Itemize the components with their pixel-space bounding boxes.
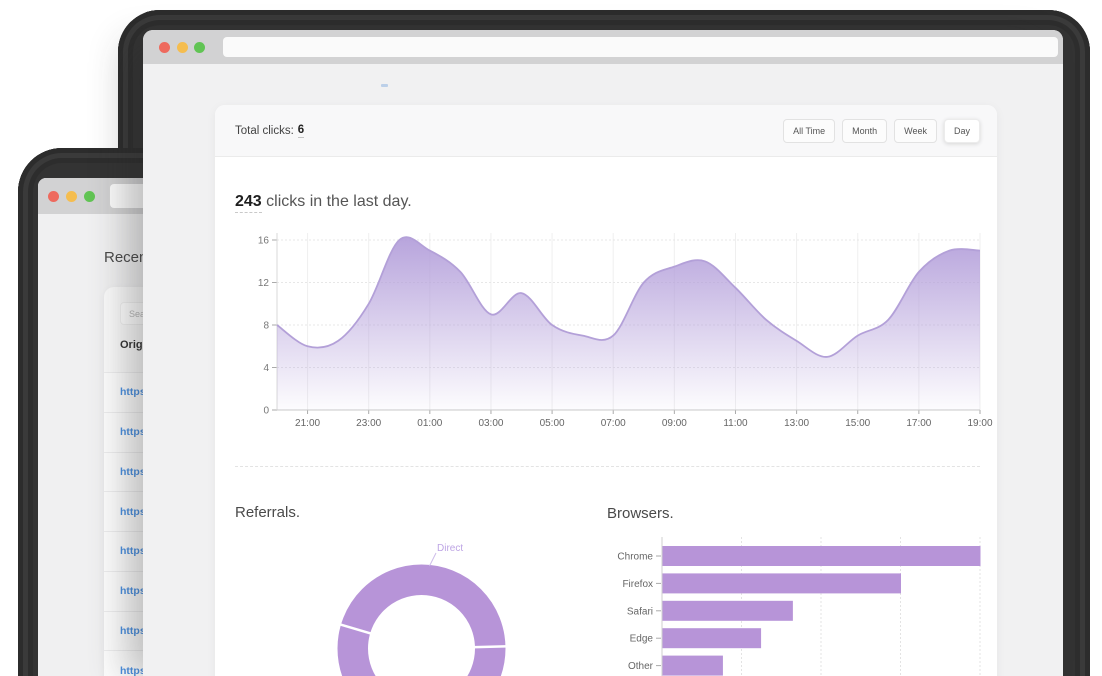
filter-week-button[interactable]: Week <box>894 118 937 143</box>
browsers-title: Browsers. <box>607 505 674 522</box>
svg-text:23:00: 23:00 <box>356 418 381 429</box>
svg-text:15:00: 15:00 <box>845 418 870 429</box>
front-traffic-lights <box>159 41 212 53</box>
origin-url-link[interactable]: https: <box>120 624 150 637</box>
referrals-donut-chart: Direct <box>337 543 510 676</box>
filter-month-button[interactable]: Month <box>842 118 888 143</box>
origin-url-column-header: Origi <box>120 339 146 351</box>
svg-text:Safari: Safari <box>627 606 653 617</box>
svg-text:16: 16 <box>258 236 270 247</box>
referrals-title: Referrals. <box>235 504 301 521</box>
svg-text:19:00: 19:00 <box>967 418 992 429</box>
svg-text:Direct: Direct <box>437 543 463 554</box>
svg-text:13:00: 13:00 <box>784 418 809 429</box>
svg-text:01:00: 01:00 <box>417 418 442 429</box>
origin-url-link[interactable]: https: <box>120 386 150 399</box>
time-filter-group: All Time Month Week Day <box>783 118 980 143</box>
origin-url-link[interactable]: https: <box>120 426 150 439</box>
svg-text:8: 8 <box>263 321 269 332</box>
browsers-bar-chart: Chrome Firefox Safari Edge Other <box>617 537 981 676</box>
maximize-button-icon[interactable] <box>194 41 205 53</box>
origin-url-link[interactable]: https: <box>120 465 150 478</box>
minimize-button-icon[interactable] <box>66 190 77 202</box>
close-button-icon[interactable] <box>159 41 170 53</box>
svg-text:17:00: 17:00 <box>906 418 931 429</box>
svg-text:Edge: Edge <box>630 634 654 645</box>
svg-text:21:00: 21:00 <box>295 418 320 429</box>
svg-text:0: 0 <box>263 406 269 417</box>
svg-text:12: 12 <box>258 278 270 289</box>
stats-card-header: Total clicks: 6 All Time Month Week Day <box>215 105 997 157</box>
clicks-headline-text: clicks in the last day. <box>266 193 412 210</box>
section-divider <box>235 466 980 467</box>
back-traffic-lights <box>48 190 102 202</box>
filter-day-button[interactable]: Day <box>943 118 980 143</box>
front-address-bar[interactable] <box>222 37 1058 57</box>
filter-all-time-button[interactable]: All Time <box>783 118 836 143</box>
svg-text:05:00: 05:00 <box>540 418 565 429</box>
stats-card: Total clicks: 6 All Time Month Week Day … <box>215 105 997 676</box>
origin-url-link[interactable]: https: <box>120 664 150 676</box>
clicks-area-chart: 21:00 23:00 01:00 03:00 05:00 07:00 09:00 11:00… <box>258 233 993 429</box>
svg-text:11:00: 11:00 <box>723 418 748 429</box>
clicks-count[interactable]: 243 <box>235 193 262 213</box>
svg-text:07:00: 07:00 <box>601 418 626 429</box>
tiny-blue-mark <box>381 84 388 87</box>
total-clicks-label: Total clicks: <box>235 124 294 137</box>
clicks-headline: 243 clicks in the last day. <box>235 193 412 213</box>
close-button-icon[interactable] <box>48 190 59 202</box>
svg-text:09:00: 09:00 <box>662 418 687 429</box>
svg-text:03:00: 03:00 <box>478 418 503 429</box>
origin-url-link[interactable]: https: <box>120 545 150 558</box>
minimize-button-icon[interactable] <box>176 41 188 53</box>
total-clicks-value[interactable]: 6 <box>297 123 305 138</box>
recent-links-heading: Recen <box>104 249 148 266</box>
svg-text:Chrome: Chrome <box>617 552 653 563</box>
maximize-button-icon[interactable] <box>84 190 95 202</box>
svg-text:Other: Other <box>628 661 654 672</box>
front-browser-window: Total clicks: 6 All Time Month Week Day … <box>143 30 1063 676</box>
svg-text:4: 4 <box>263 363 269 374</box>
origin-url-link[interactable]: https: <box>120 505 150 518</box>
svg-text:Firefox: Firefox <box>622 579 653 590</box>
front-window-titlebar <box>143 30 1063 64</box>
origin-url-link[interactable]: https: <box>120 585 150 598</box>
